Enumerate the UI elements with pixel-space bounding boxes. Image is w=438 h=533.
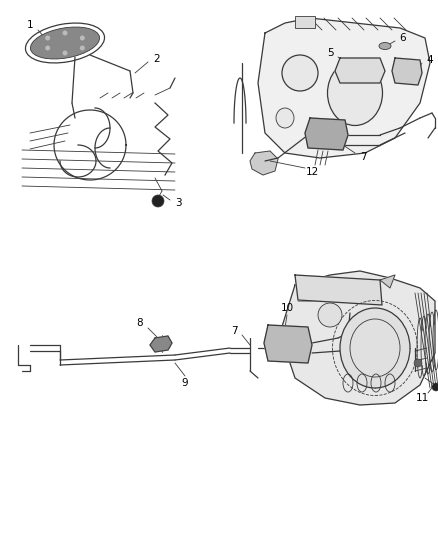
Polygon shape bbox=[295, 275, 382, 305]
Text: 7: 7 bbox=[231, 326, 237, 336]
Text: 7: 7 bbox=[360, 152, 366, 162]
Circle shape bbox=[432, 383, 438, 391]
Circle shape bbox=[152, 195, 164, 207]
Text: 9: 9 bbox=[182, 378, 188, 388]
Polygon shape bbox=[258, 18, 430, 158]
Text: 12: 12 bbox=[305, 167, 318, 177]
Ellipse shape bbox=[276, 108, 294, 128]
Text: 10: 10 bbox=[280, 303, 293, 313]
Polygon shape bbox=[392, 58, 422, 85]
Polygon shape bbox=[335, 58, 385, 83]
Text: 1: 1 bbox=[27, 20, 33, 30]
Circle shape bbox=[63, 30, 67, 36]
Circle shape bbox=[414, 359, 422, 367]
Circle shape bbox=[80, 36, 85, 41]
Text: 3: 3 bbox=[175, 198, 181, 208]
Text: 8: 8 bbox=[137, 318, 143, 328]
Polygon shape bbox=[250, 151, 278, 175]
Polygon shape bbox=[380, 275, 395, 288]
Text: 2: 2 bbox=[154, 54, 160, 64]
Ellipse shape bbox=[30, 27, 99, 59]
Circle shape bbox=[318, 303, 342, 327]
Circle shape bbox=[63, 51, 67, 55]
Polygon shape bbox=[264, 325, 312, 363]
Circle shape bbox=[282, 55, 318, 91]
Circle shape bbox=[45, 45, 50, 51]
Circle shape bbox=[45, 36, 50, 41]
Ellipse shape bbox=[379, 43, 391, 50]
Text: 4: 4 bbox=[427, 55, 433, 65]
FancyBboxPatch shape bbox=[295, 16, 315, 28]
Circle shape bbox=[80, 45, 85, 51]
Text: 6: 6 bbox=[400, 33, 406, 43]
Polygon shape bbox=[280, 271, 435, 405]
Text: 5: 5 bbox=[327, 48, 333, 58]
Polygon shape bbox=[305, 118, 348, 150]
Polygon shape bbox=[150, 336, 172, 352]
Ellipse shape bbox=[340, 308, 410, 388]
Text: 11: 11 bbox=[415, 393, 429, 403]
Ellipse shape bbox=[328, 61, 382, 125]
